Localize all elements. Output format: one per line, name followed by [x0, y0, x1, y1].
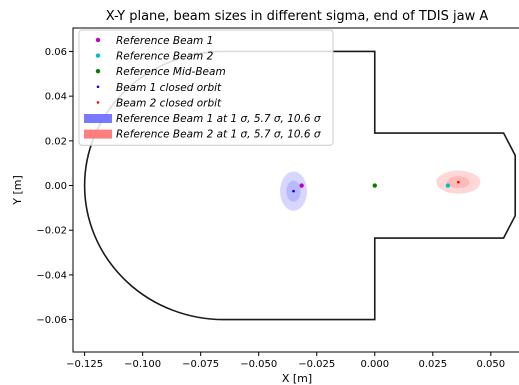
- plot-frame: [72, 27, 519, 353]
- x-tick-label: −0.050: [240, 359, 277, 370]
- legend-label: Beam 1 closed orbit: [116, 82, 222, 94]
- legend-patch: [84, 114, 112, 123]
- point-reference-mid-beam: [372, 183, 377, 188]
- x-tick-label: 0.050: [477, 359, 506, 370]
- y-tick-label: 0.06: [45, 47, 67, 58]
- x-tick-label: −0.100: [124, 359, 161, 370]
- legend-marker: [95, 69, 101, 74]
- x-axis-label: X [m]: [282, 372, 312, 385]
- legend-label: Reference Mid-Beam: [116, 66, 226, 78]
- x-tick-label: −0.125: [66, 359, 103, 370]
- legend-marker: [96, 101, 100, 104]
- x-tick-label: −0.025: [298, 359, 335, 370]
- legend-label: Reference Beam 2: [116, 51, 214, 63]
- x-tick-label: 0.000: [360, 359, 389, 370]
- legend-patch: [84, 129, 112, 139]
- y-tick-label: −0.02: [36, 226, 67, 237]
- legend-label: Reference Beam 1: [116, 35, 213, 47]
- legend: Reference Beam 1 Reference Beam 2 Referenc…: [78, 29, 334, 146]
- legend-marker: [95, 53, 101, 58]
- legend-box: [78, 29, 334, 146]
- y-tick-label: 0.00: [45, 181, 67, 192]
- x-tick-label: 0.025: [418, 359, 447, 370]
- point-beam-1-closed-orbit: [292, 189, 295, 193]
- y-tick-label: −0.04: [36, 270, 67, 281]
- y-axis-label: Y [m]: [11, 175, 24, 206]
- legend-label: Reference Beam 1 at 1 σ, 5.7 σ, 10.6 σ: [116, 113, 321, 125]
- legend-label: Beam 2 closed orbit: [116, 97, 222, 109]
- point-reference-beam-1: [299, 183, 304, 188]
- point-reference-beam-2: [445, 183, 451, 188]
- chart-title: X-Y plane, beam sizes in different sigma…: [106, 9, 489, 24]
- y-tick-label: 0.02: [45, 136, 67, 147]
- y-tick-label: 0.04: [45, 92, 67, 103]
- legend-marker: [95, 37, 101, 43]
- point-beam-2-closed-orbit: [457, 180, 460, 184]
- legend-label: Reference Beam 2 at 1 σ, 5.7 σ, 10.6 σ: [116, 129, 321, 141]
- legend-marker: [96, 85, 100, 89]
- x-tick-label: −0.075: [182, 359, 219, 370]
- axes: −0.125 −0.100 −0.075 −0.050 −0.025 0.000 0.025…: [36, 47, 505, 370]
- y-tick-label: −0.06: [36, 315, 67, 326]
